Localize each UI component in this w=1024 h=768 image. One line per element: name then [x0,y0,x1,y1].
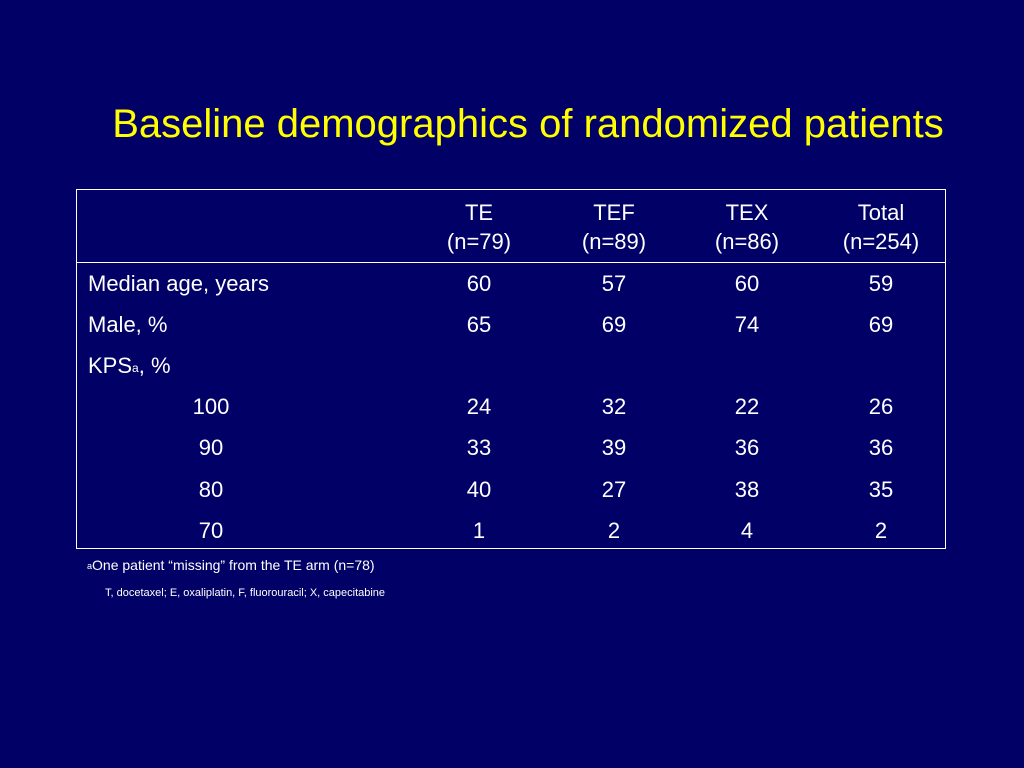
cell-male-total: 69 [868,312,894,337]
cell-kps-100-total: 26 [868,394,894,419]
kps-label: KPS [88,353,133,378]
cell-kps-80-tef: 27 [601,477,627,502]
cell-median-age-tef: 57 [601,271,627,296]
col-n: (n=86) [714,229,780,254]
col-header-tef: TEF (n=89) [544,198,684,256]
abbreviations-note: T, docetaxel; E, oxaliplatin, F, fluorou… [105,587,386,599]
row-label-median-age: Median age, years [88,271,269,296]
col-header-tex: TEX (n=86) [677,198,817,256]
cell-kps-70-total: 2 [874,518,888,543]
cell-kps-80-te: 40 [466,477,492,502]
cell-kps-90-total: 36 [868,435,894,460]
col-name: TEX [725,200,769,225]
row-label-kps-90: 90 [198,435,224,460]
header-divider [77,262,945,263]
cell-kps-70-te: 1 [472,518,486,543]
col-n: (n=254) [842,229,920,254]
cell-male-te: 65 [466,312,492,337]
col-n: (n=89) [581,229,647,254]
cell-kps-80-tex: 38 [734,477,760,502]
row-label-kps-100: 100 [192,394,230,419]
cell-kps-90-tef: 39 [601,435,627,460]
cell-kps-70-tef: 2 [607,518,621,543]
kps-footnote-marker: a [132,361,139,375]
col-header-total: Total (n=254) [811,198,951,256]
footnote-a-marker: a [87,561,93,571]
cell-kps-100-te: 24 [466,394,492,419]
col-name: TE [464,200,494,225]
col-n: (n=79) [446,229,512,254]
cell-kps-90-te: 33 [466,435,492,460]
col-name: Total [857,200,905,225]
col-header-te: TE (n=79) [409,198,549,256]
footnote-a: aOne patient “missing” from the TE arm (… [87,556,375,574]
row-label-kps-70: 70 [198,518,224,543]
kps-unit: , % [138,353,171,378]
footnote-a-text: One patient “missing” from the TE arm (n… [92,557,375,573]
cell-kps-100-tex: 22 [734,394,760,419]
col-name: TEF [593,200,635,225]
demographics-table: TE (n=79) TEF (n=89) TEX (n=86) Total (n… [76,189,946,549]
cell-median-age-tex: 60 [734,271,760,296]
cell-male-tex: 74 [734,312,760,337]
row-label-kps-80: 80 [198,477,224,502]
slide-title: Baseline demographics of randomized pati… [112,102,944,146]
cell-kps-90-tex: 36 [734,435,760,460]
row-label-kps: KPSa, % [88,352,171,380]
cell-kps-70-tex: 4 [740,518,754,543]
cell-median-age-total: 59 [868,271,894,296]
cell-kps-80-total: 35 [868,477,894,502]
cell-male-tef: 69 [601,312,627,337]
cell-kps-100-tef: 32 [601,394,627,419]
cell-median-age-te: 60 [466,271,492,296]
row-label-male: Male, % [88,312,168,337]
